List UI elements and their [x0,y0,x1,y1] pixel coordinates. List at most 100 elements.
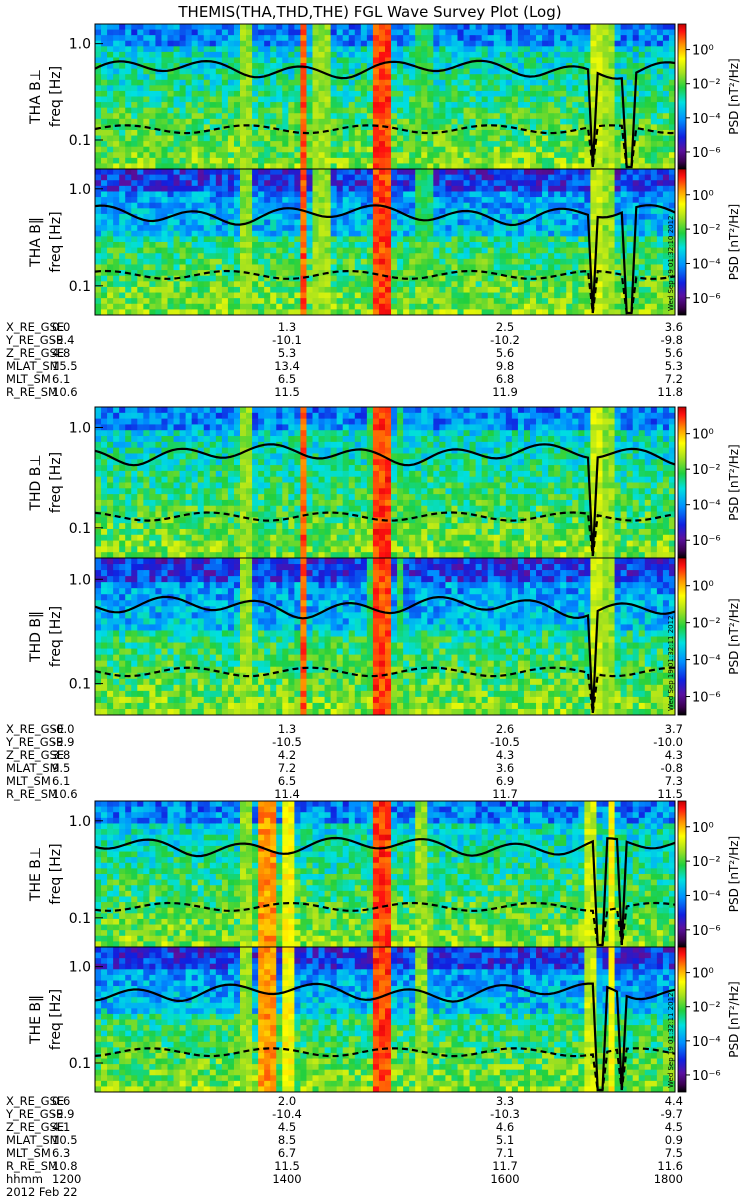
spectrogram-cell [360,57,368,64]
spectrogram-cell [173,107,180,114]
spectrogram-cell [197,225,205,232]
spectrogram-cell [638,35,646,42]
spectrogram-cell [481,258,489,265]
spectrogram-cell [191,146,199,153]
spectrogram-cell [578,180,585,187]
spectrogram-cell [113,57,120,64]
spectrogram-cell [662,85,670,92]
spectrogram-cell [197,90,205,97]
spectrogram-cell [650,253,658,260]
spectrogram-cell [596,303,603,310]
spectrogram-cell [620,40,628,47]
spectrogram-cell [288,146,295,153]
spectrogram-cell [143,213,150,220]
spectrogram-cell [578,169,585,176]
spectrogram-cell [632,169,640,176]
spectrogram-cell [246,236,253,243]
spectrogram-cell [415,191,422,198]
spectrogram-cell [185,275,193,282]
spectrogram-cell [300,124,307,131]
spectrogram-cell [578,129,585,136]
spectrogram-cell [517,202,525,209]
spectrogram-cell [330,169,338,176]
spectrogram-cell [560,275,567,282]
spectrogram-cell [542,191,549,198]
spectrogram-cell [385,298,392,305]
spectrogram-cell [385,270,392,277]
spectrogram-cell [288,275,295,282]
spectrogram-cell [409,180,416,187]
spectrogram-cell [342,236,350,243]
spectrogram-cell [324,79,332,86]
spectrogram-cell [149,24,156,30]
spectrogram-cell [360,96,368,103]
spectrogram-cell [324,102,332,109]
spectrogram-cell [185,135,193,142]
spectrogram-cell [113,180,120,187]
spectrogram-cell [372,29,380,36]
spectrogram-cell [101,96,108,103]
spectrogram-cell [348,180,356,187]
spectrogram-cell [209,113,217,120]
spectrogram-cell [161,208,168,215]
spectrogram-cell [203,298,211,305]
spectrogram-cell [548,24,555,30]
spectrogram-cell [276,185,283,192]
spectrogram-cell [173,225,180,232]
spectrogram-cell [656,191,664,198]
spectrogram-cell [221,129,229,136]
spectrogram-cell [554,152,561,159]
spectrogram-cell [427,225,434,232]
spectrogram-cell [451,174,458,181]
spectrogram-cell [656,113,664,120]
spectrogram-cell [626,24,634,30]
spectrogram-cell [240,74,247,81]
spectrogram-cell [602,275,609,282]
spectrogram-cell [560,68,567,75]
spectrogram-cell [288,298,295,305]
spectrogram-cell [318,163,325,170]
spectrogram-cell [95,191,102,198]
spectrogram-cell [578,213,585,220]
spectrogram-cell [536,202,543,209]
spectrogram-cell [282,63,289,70]
spectrogram-cell [294,202,301,209]
spectrogram-cell [119,63,126,70]
spectrogram-cell [590,247,597,254]
spectrogram-cell [403,163,410,170]
spectrogram-cell [143,180,150,187]
spectrogram-cell [668,157,676,164]
spectrogram-cell [409,185,416,192]
spectrogram-cell [221,225,229,232]
spectrogram-cell [161,242,168,249]
spectrogram-cell [548,286,555,293]
spectrogram-cell [403,96,410,103]
spectrogram-cell [95,213,102,220]
spectrogram-cell [475,219,483,226]
spectrogram-cell [306,281,313,288]
spectrogram-cell [330,29,338,36]
spectrogram-cell [288,191,295,198]
spectrogram-cell [179,107,187,114]
spectrogram-cell [433,253,440,260]
spectrogram-cell [650,85,658,92]
spectrogram-cell [119,113,126,120]
spectrogram-cell [662,270,670,277]
spectrogram-cell [626,275,634,282]
spectrogram-cell [173,270,180,277]
spectrogram-cell [119,197,126,204]
spectrogram-cell [288,129,295,136]
spectrogram-cell [131,208,138,215]
spectrogram-cell [300,51,307,58]
spectrogram-cell [318,40,325,47]
spectrogram-cell [463,258,470,265]
spectrogram-cell [554,230,561,237]
spectrogram-cell [445,202,452,209]
spectrogram-cell [656,135,664,142]
spectrogram-cell [427,118,434,125]
spectrogram-cell [499,113,507,120]
spectrogram-cell [300,264,307,271]
spectrogram-cell [318,57,325,64]
spectrogram-cell [252,163,259,170]
spectrogram-cell [530,141,537,148]
